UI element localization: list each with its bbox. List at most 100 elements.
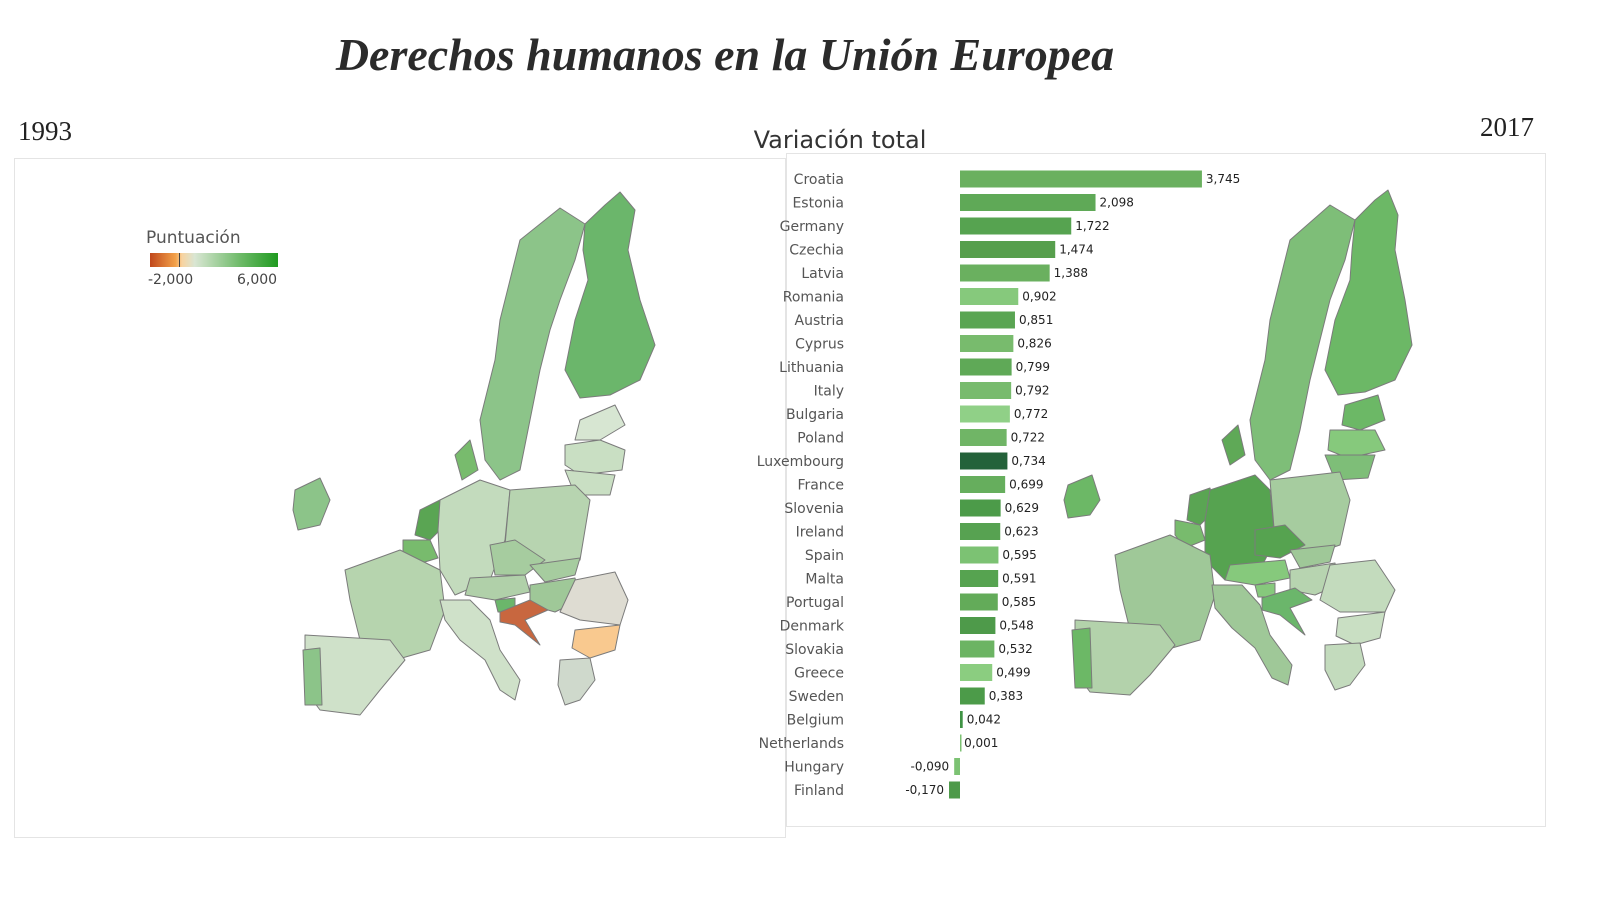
bar-hungary[interactable] [954, 758, 960, 775]
country-croatia-2017[interactable] [1261, 587, 1313, 636]
bar-italy[interactable] [960, 382, 1012, 399]
country-sweden-2017[interactable] [1249, 204, 1356, 481]
country-bulgaria-1993[interactable] [571, 624, 621, 659]
country-greece-2017[interactable] [1324, 642, 1366, 691]
country-ireland-1993[interactable] [292, 477, 331, 531]
country-italy-2017[interactable] [1211, 584, 1293, 686]
bar-greece[interactable] [960, 664, 993, 681]
bar-spain[interactable] [960, 546, 999, 564]
category-label: Greece [794, 666, 844, 682]
category-label: Ireland [796, 525, 844, 541]
category-label: Netherlands [759, 736, 844, 752]
bar-netherlands[interactable] [960, 734, 962, 752]
country-denmark-2017[interactable] [1221, 424, 1246, 466]
category-label: Finland [794, 783, 844, 799]
value-label: 0,499 [996, 666, 1030, 680]
bar-luxembourg[interactable] [960, 452, 1008, 470]
value-label: 0,772 [1014, 407, 1048, 421]
legend-max-label: 6,000 [237, 272, 278, 288]
category-label: Spain [805, 548, 844, 564]
category-label: Sweden [789, 689, 844, 705]
value-label: 0,595 [1002, 548, 1036, 562]
category-label: France [797, 478, 844, 494]
bar-malta[interactable] [960, 570, 999, 587]
bar-france[interactable] [960, 476, 1006, 493]
bar-lithuania[interactable] [960, 358, 1012, 376]
category-label: Slovenia [784, 501, 844, 517]
category-label: Cyprus [795, 337, 844, 353]
category-label: Italy [814, 384, 844, 400]
category-label: Bulgaria [786, 407, 844, 423]
value-label: 0,734 [1011, 454, 1045, 468]
value-label: -0,170 [905, 783, 944, 797]
country-austria-2017[interactable] [1224, 559, 1291, 586]
country-latvia-1993[interactable] [564, 439, 626, 476]
category-label: Croatia [794, 172, 844, 188]
bar-belgium[interactable] [960, 711, 963, 728]
country-slovakia-1993[interactable] [529, 557, 581, 583]
country-finland-1993[interactable] [564, 191, 656, 399]
bar-finland[interactable] [949, 781, 960, 799]
bar-cyprus[interactable] [960, 335, 1014, 352]
country-denmark-1993[interactable] [454, 439, 479, 481]
country-portugal-2017[interactable] [1071, 627, 1093, 689]
country-austria-1993[interactable] [464, 574, 531, 601]
country-slovakia-2017[interactable] [1289, 544, 1336, 569]
category-label: Austria [795, 313, 844, 329]
bar-slovakia[interactable] [960, 640, 995, 658]
value-label: 1,722 [1075, 219, 1109, 233]
category-label: Estonia [792, 196, 844, 212]
country-estonia-1993[interactable] [574, 404, 626, 441]
country-finland-2017[interactable] [1324, 189, 1413, 396]
map-panel-1993 [14, 158, 786, 838]
country-greece-1993[interactable] [557, 657, 596, 706]
bar-germany[interactable] [960, 217, 1072, 235]
country-latvia-2017[interactable] [1327, 429, 1386, 459]
value-label: 0,826 [1017, 337, 1051, 351]
category-label: Czechia [789, 243, 844, 259]
bar-estonia[interactable] [960, 194, 1096, 211]
category-label: Latvia [801, 266, 844, 282]
country-sweden-1993[interactable] [479, 207, 586, 481]
legend-title: Puntuación [146, 228, 241, 248]
legend-min-label: -2,000 [148, 272, 194, 288]
country-france-2017[interactable] [1114, 534, 1216, 651]
bar-poland[interactable] [960, 429, 1007, 446]
bar-denmark[interactable] [960, 617, 996, 634]
value-label: 1,388 [1054, 266, 1088, 280]
value-label: 0,623 [1004, 525, 1038, 539]
legend-zero-tick [179, 253, 180, 267]
year-label-2017: 2017 [1480, 112, 1534, 142]
bar-latvia[interactable] [960, 264, 1050, 282]
bar-ireland[interactable] [960, 523, 1001, 540]
bar-austria[interactable] [960, 311, 1015, 329]
bar-slovenia[interactable] [960, 499, 1001, 517]
country-portugal-1993[interactable] [302, 647, 323, 706]
bar-romania[interactable] [960, 288, 1019, 305]
country-estonia-2017[interactable] [1341, 394, 1386, 431]
category-label: Portugal [786, 595, 844, 611]
bar-croatia[interactable] [960, 170, 1202, 188]
map-panel-2017 [786, 153, 1546, 827]
value-label: 0,902 [1022, 290, 1056, 304]
value-label: 2,098 [1100, 196, 1134, 210]
country-italy-1993[interactable] [439, 599, 521, 701]
value-label: 0,001 [964, 736, 998, 750]
value-label: 1,474 [1059, 243, 1093, 257]
value-label: 0,851 [1019, 313, 1053, 327]
bar-czechia[interactable] [960, 241, 1056, 258]
country-france-1993[interactable] [344, 549, 446, 661]
category-label: Belgium [787, 713, 844, 729]
country-croatia-1993[interactable] [499, 599, 549, 646]
bar-portugal[interactable] [960, 593, 998, 611]
value-label: -0,090 [910, 760, 949, 774]
bar-sweden[interactable] [960, 687, 985, 705]
bar-bulgaria[interactable] [960, 405, 1010, 423]
country-bulgaria-2017[interactable] [1335, 611, 1386, 646]
bar-chart-title: Variación total [753, 126, 927, 154]
value-label: 0,591 [1002, 572, 1036, 586]
country-ireland-2017[interactable] [1063, 474, 1101, 519]
